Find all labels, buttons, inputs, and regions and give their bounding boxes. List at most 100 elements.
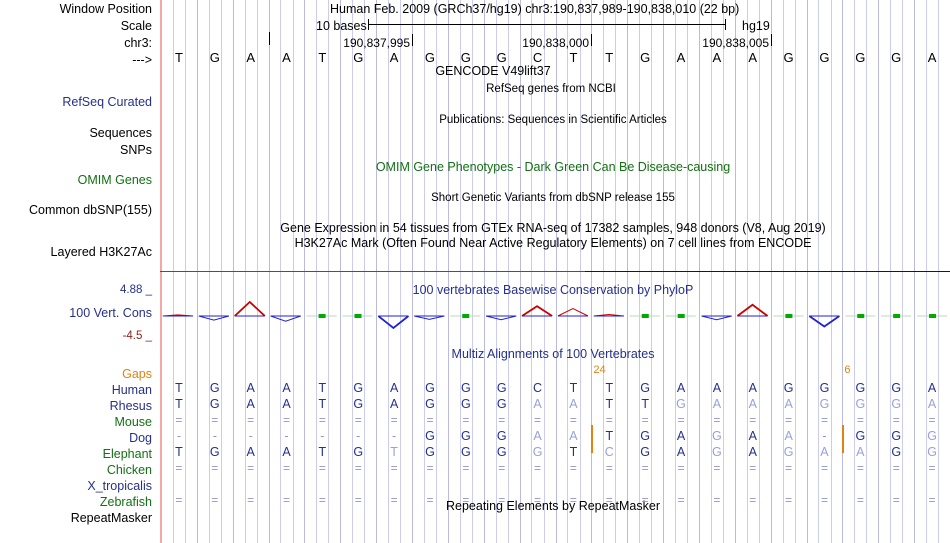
alignment-cell: G xyxy=(353,381,364,395)
alignment-cell: T xyxy=(390,445,398,459)
alignment-cell: T xyxy=(641,397,649,411)
alignment-cell: A xyxy=(927,397,937,411)
alignment-cell: A xyxy=(676,445,686,459)
species-label-chicken[interactable]: Chicken xyxy=(106,463,152,477)
alignment-cell: = xyxy=(354,413,362,427)
conservation-peak xyxy=(377,315,410,330)
track-title-publications: Publications: Sequences in Scientific Ar… xyxy=(439,114,667,126)
alignment-cell: - xyxy=(320,429,325,443)
alignment-cell: A xyxy=(748,445,757,459)
alignment-cell: G xyxy=(712,429,722,443)
species-label-mouse[interactable]: Mouse xyxy=(114,415,152,429)
alignment-cell: G xyxy=(425,429,435,443)
assembly-position-header: Human Feb. 2009 (GRCh37/hg19) chr3:190,8… xyxy=(330,2,740,16)
label-chrom: chr3: xyxy=(124,36,152,50)
species-label-zebrafish[interactable]: Zebrafish xyxy=(99,495,152,509)
alignment-cell: G xyxy=(209,445,220,459)
species-label-elephant[interactable]: Elephant xyxy=(102,447,152,461)
alignment-cell: = xyxy=(569,413,577,427)
alignment-cell: A xyxy=(927,381,937,395)
alignment-cell: G xyxy=(460,445,471,459)
alignment-cell: - xyxy=(248,429,253,443)
alignment-cell: = xyxy=(820,493,828,507)
alignment-cell: A xyxy=(820,445,829,459)
conservation-peak xyxy=(270,315,301,322)
alignment-cell: G xyxy=(927,445,937,459)
species-label-x_tropicalis[interactable]: X_tropicalis xyxy=(87,479,152,493)
species-label-human[interactable]: Human xyxy=(111,383,152,397)
sequence-base: A xyxy=(748,50,758,65)
sequence-base: T xyxy=(569,50,578,65)
sequence-base: G xyxy=(353,50,364,65)
sequence-base: G xyxy=(424,50,436,65)
alignment-cell: = xyxy=(677,413,685,427)
alignment-cell: G xyxy=(460,381,471,395)
sequence-base: G xyxy=(783,50,794,65)
species-label-gaps[interactable]: Gaps xyxy=(122,367,152,381)
alignment-cell: G xyxy=(209,397,220,411)
alignment-cell: = xyxy=(892,461,900,475)
alignment-cell: G xyxy=(855,397,866,411)
alignment-cell: G xyxy=(855,381,866,395)
label-snps[interactable]: SNPs xyxy=(120,143,152,157)
alignment-cell: = xyxy=(354,493,362,507)
assembly-short-label: hg19 xyxy=(742,19,770,33)
alignment-cell: = xyxy=(283,461,291,475)
label-repeatmasker[interactable]: RepeatMasker xyxy=(70,511,152,525)
conservation-green-marker xyxy=(893,314,901,318)
alignment-cell: = xyxy=(283,493,291,507)
alignment-cell: = xyxy=(605,461,613,475)
coordinate-label: 190,837,995 xyxy=(343,36,410,50)
coordinate-tick xyxy=(591,34,592,46)
alignment-cell: A xyxy=(784,397,793,411)
alignment-cell: = xyxy=(247,493,255,507)
label-vert-cons[interactable]: 100 Vert. Cons xyxy=(69,306,152,320)
alignment-cell: A xyxy=(569,429,578,443)
alignment-cell: A xyxy=(246,445,255,459)
conservation-green-marker xyxy=(462,314,470,318)
alignment-cell: G xyxy=(783,445,794,459)
alignment-cell: G xyxy=(819,381,830,395)
species-label-dog[interactable]: Dog xyxy=(129,431,152,445)
track-title-gencode: GENCODE V49lift37 xyxy=(435,64,551,78)
alignment-cell: = xyxy=(677,461,685,475)
coordinate-tick xyxy=(412,34,413,46)
alignment-cell: G xyxy=(425,445,435,459)
alignment-cell: T xyxy=(605,397,614,411)
coordinate-label: 190,838,000 xyxy=(522,36,589,50)
alignment-cell: = xyxy=(247,413,255,427)
h3k27ac-baseline-black xyxy=(585,271,950,272)
label-sequences[interactable]: Sequences xyxy=(89,126,152,140)
conservation-green-marker xyxy=(354,314,362,318)
alignment-cell: = xyxy=(820,461,828,475)
sequence-base: T xyxy=(174,50,183,65)
conservation-green-marker xyxy=(929,314,937,318)
alignment-cell: = xyxy=(498,493,506,507)
label-refseq-curated[interactable]: RefSeq Curated xyxy=(62,95,152,109)
sequence-base: G xyxy=(640,50,651,65)
alignment-cell: = xyxy=(211,461,219,475)
alignment-cell: = xyxy=(175,461,183,475)
alignment-cell: = xyxy=(713,413,721,427)
alignment-cell: A xyxy=(282,445,291,459)
alignment-cell: = xyxy=(641,461,649,475)
alignment-cell: = xyxy=(785,413,793,427)
alignment-cell: = xyxy=(892,493,900,507)
sequence-base: A xyxy=(389,50,399,65)
alignment-cell: = xyxy=(211,493,219,507)
alignment-cell: A xyxy=(389,397,399,411)
alignment-cell: = xyxy=(641,493,649,507)
gap-marker-label: 24 xyxy=(593,364,606,376)
alignment-cell: = xyxy=(856,413,864,427)
alignment-cell: A xyxy=(676,429,686,443)
label-omim-genes[interactable]: OMIM Genes xyxy=(77,173,152,187)
alignment-cell: T xyxy=(175,381,183,395)
alignment-cell: = xyxy=(534,461,542,475)
conservation-peak xyxy=(234,300,266,317)
alignment-cell: - xyxy=(176,429,181,443)
phylop-conservation-svg xyxy=(162,300,948,330)
label-layered-h3k27ac[interactable]: Layered H3K27Ac xyxy=(50,245,152,259)
species-label-rhesus[interactable]: Rhesus xyxy=(109,399,152,413)
label-common-dbsnp[interactable]: Common dbSNP(155) xyxy=(29,203,152,217)
alignment-cell: = xyxy=(569,461,577,475)
